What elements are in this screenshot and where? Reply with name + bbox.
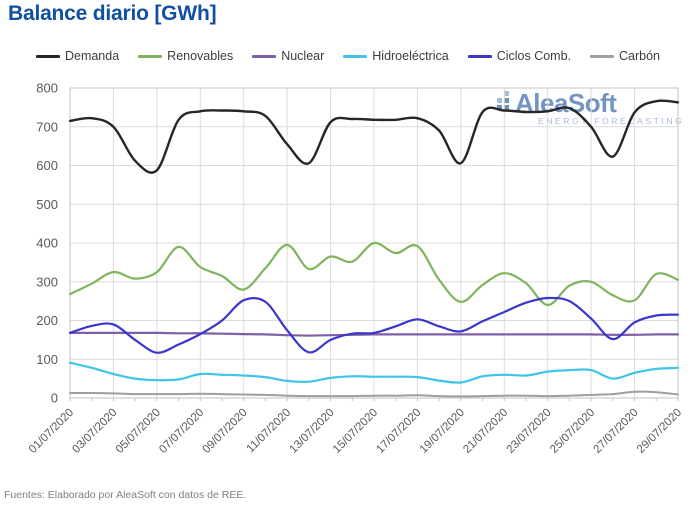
legend-item-0: Demanda	[35, 49, 120, 63]
x-axis-label: 13/07/2020	[288, 407, 337, 456]
legend-item-1: Renovables	[138, 49, 233, 63]
x-axis-label: 09/07/2020	[201, 407, 250, 456]
legend-item-2: Nuclear	[252, 49, 324, 63]
legend-label: Demanda	[64, 49, 120, 63]
y-axis-label: 600	[36, 158, 58, 173]
page-title: Balance diario [GWh]	[8, 2, 217, 25]
series-line-nuclear	[68, 331, 680, 337]
chart-svg: 0 100 200 300 400 500 600 700 800 01/07/202003/07…	[27, 81, 684, 456]
legend-label: Ciclos Comb.	[496, 49, 572, 63]
legend-label: Renovables	[167, 49, 234, 63]
legend-item-3: Hidroeléctrica	[343, 49, 449, 63]
legend-swatch	[590, 54, 615, 58]
aleasoft-logo-icon	[496, 90, 511, 116]
series-line-renovables	[68, 241, 680, 307]
x-axis-label: 19/07/2020	[418, 407, 467, 456]
x-axis-label: 11/07/2020	[245, 407, 294, 456]
x-axis-label: 23/07/2020	[505, 407, 554, 456]
series-line-carb-n	[69, 390, 679, 398]
y-axis-label: 0	[51, 391, 58, 406]
aleasoft-logo-subtitle: ENERGY FORECASTING	[538, 116, 685, 126]
x-axis-label: 27/07/2020	[592, 407, 641, 456]
x-axis-label: 03/07/2020	[70, 407, 119, 456]
chart-legend: Demanda Renovables Nuclear Hidroeléctrica Ci…	[0, 49, 696, 63]
y-axis-label: 500	[36, 197, 58, 212]
legend-item-5: Carbón	[590, 49, 660, 63]
x-axis-label: 07/07/2020	[157, 407, 206, 456]
plot-border	[69, 87, 679, 399]
legend-item-4: Ciclos Comb.	[467, 49, 572, 63]
source-note: Fuentes: Elaborado por AleaSoft con dato…	[4, 489, 247, 501]
series-line-demanda	[68, 99, 680, 174]
legend-swatch	[467, 54, 492, 58]
x-axis-label: 01/07/2020	[27, 407, 76, 456]
x-axis-label: 05/07/2020	[114, 407, 163, 456]
legend-swatch	[35, 54, 60, 58]
x-axis-label: 25/07/2020	[548, 407, 597, 456]
legend-swatch	[252, 54, 277, 58]
y-axis-label: 200	[36, 313, 58, 328]
x-axis-label: 21/07/2020	[461, 407, 510, 456]
legend-swatch	[138, 54, 163, 58]
legend-label: Carbón	[619, 49, 661, 63]
legend-label: Hidroeléctrica	[372, 49, 449, 63]
y-axis-label: 100	[36, 352, 58, 367]
y-axis-label: 400	[36, 236, 58, 251]
series-line-hidroel-ctrica	[68, 361, 680, 384]
x-axis-label: 29/07/2020	[635, 407, 684, 456]
legend-label: Nuclear	[281, 49, 325, 63]
x-axis-label: 17/07/2020	[374, 407, 423, 456]
series-line-ciclos-comb-	[68, 296, 680, 354]
x-axis-label: 15/07/2020	[331, 407, 380, 456]
y-axis-label: 800	[36, 81, 58, 96]
legend-swatch	[343, 54, 368, 58]
chart-area: AleaSoft ENERGY FORECASTING 0 100 200 300 40…	[0, 70, 696, 472]
y-axis-label: 300	[36, 274, 58, 289]
y-axis-label: 700	[36, 119, 58, 134]
